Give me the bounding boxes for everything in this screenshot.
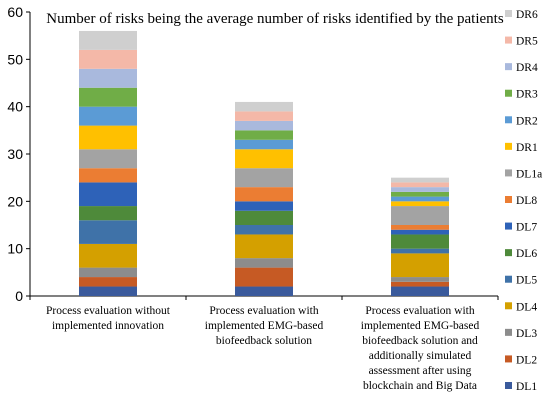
bar-segment-dl3: [235, 258, 293, 268]
legend-swatch-dl8: [505, 196, 512, 203]
bar-segment-dr5: [79, 49, 137, 69]
bar-segment-dl1: [79, 286, 137, 296]
legend-label-dr5: DR5: [516, 36, 538, 48]
x-category-label: Process evaluation with implemented EMG-b…: [361, 305, 480, 392]
legend-swatch-dl7: [505, 222, 512, 230]
bar-segment-dr1: [235, 149, 293, 169]
category-labels: Process evaluation without implemented in…: [46, 305, 479, 392]
legend: DR6 DR5 DR4 DR3 DR2 DR1 DL1a DL8 DL7 DL6 DL5 DL4 DL3…: [505, 9, 542, 393]
bar-segment-dr5: [391, 182, 449, 188]
y-tick-label: 60: [7, 4, 23, 20]
legend-swatch-dl1: [505, 382, 512, 389]
x-category-label: Process evaluation without implemented in…: [46, 305, 171, 332]
bar-segment-dr3: [235, 130, 293, 140]
bar-segment-dr3: [79, 87, 137, 107]
bar-segment-dl6: [79, 206, 137, 221]
bar-segment-dl8: [391, 225, 449, 230]
bar-segment-dr1: [391, 201, 449, 207]
y-tick-label: 30: [7, 146, 23, 162]
legend-label-dl1: DL1: [516, 381, 537, 393]
bar-segment-dl1: [391, 286, 449, 296]
bar-segment-dr2: [391, 196, 449, 202]
bar-segment-dr1: [79, 125, 137, 150]
bar-segment-dr4: [235, 120, 293, 131]
y-tick-label: 10: [7, 241, 23, 257]
bar-segment-dl7: [391, 229, 449, 235]
bar-segment-dl7: [79, 182, 137, 207]
legend-label-dl8: DL8: [516, 195, 537, 207]
bar-segment-dl6: [391, 234, 449, 249]
legend-swatch-dl5: [505, 275, 512, 283]
bar-segment-dl4: [79, 243, 137, 268]
legend-label-dr3: DR3: [516, 89, 538, 101]
bar-segment-dl4: [391, 253, 449, 278]
bar-segment-dr2: [235, 139, 293, 150]
x-category-label: Process evaluation with implemented EMG-b…: [205, 305, 324, 347]
bar-segment-dl5: [79, 220, 137, 244]
bar-segment-dl2: [235, 267, 293, 287]
legend-swatch-dl6: [505, 249, 512, 257]
bar-segment-dl7: [235, 201, 293, 211]
legend-label-dl6: DL6: [516, 248, 537, 260]
bar-segment-dl2: [79, 277, 137, 287]
legend-label-dr4: DR4: [516, 62, 538, 74]
legend-label-dl2: DL2: [516, 354, 537, 366]
legend-swatch-dl2: [505, 355, 512, 363]
bar-segment-dr6: [235, 101, 293, 112]
bar-segment-dr4: [391, 187, 449, 192]
bar-segment-dl4: [235, 234, 293, 259]
bar-segment-dr2: [79, 106, 137, 126]
bar-segment-dr4: [79, 68, 137, 88]
legend-label-dl5: DL5: [516, 275, 537, 287]
bar-segment-dl5: [391, 248, 449, 254]
legend-swatch-dl1a: [505, 169, 512, 177]
legend-label-dr2: DR2: [516, 115, 538, 127]
legend-swatch-dr1: [505, 142, 512, 150]
bar-segment-dl1a: [79, 149, 137, 169]
legend-swatch-dr5: [505, 36, 512, 44]
legend-swatch-dr4: [505, 63, 512, 71]
legend-label-dl4: DL4: [516, 301, 537, 313]
legend-swatch-dl4: [505, 302, 512, 310]
bar-segment-dl1a: [235, 168, 293, 188]
y-tick-label: 0: [15, 288, 23, 304]
bar-segment-dr5: [235, 111, 293, 121]
bar-segment-dr6: [79, 30, 137, 50]
bar-segment-dl3: [79, 267, 137, 278]
bar-segment-dl2: [391, 281, 449, 287]
chart-title: Number of risks being the average number…: [46, 11, 504, 27]
bar-segment-dr6: [391, 177, 449, 183]
legend-label-dl1a: DL1a: [516, 168, 542, 180]
bar-segment-dr3: [391, 191, 449, 197]
legend-swatch-dr3: [505, 89, 512, 97]
legend-label-dl3: DL3: [516, 328, 537, 340]
y-tick-label: 50: [7, 51, 23, 67]
bar-segment-dl5: [235, 225, 293, 235]
bar-segment-dl6: [235, 210, 293, 225]
bar-segment-dl1: [235, 286, 293, 296]
bar-segment-dl1a: [391, 206, 449, 225]
bar-segment-dl8: [235, 187, 293, 202]
y-tick-label: 40: [7, 99, 23, 115]
legend-swatch-dr6: [505, 10, 512, 17]
bar-segment-dl3: [391, 277, 449, 282]
legend-swatch-dr2: [505, 116, 512, 124]
legend-swatch-dl3: [505, 328, 512, 336]
legend-label-dr1: DR1: [516, 142, 538, 154]
legend-label-dl7: DL7: [516, 222, 537, 234]
legend-label-dr6: DR6: [516, 9, 538, 21]
y-tick-label: 20: [7, 193, 23, 209]
bar-segment-dl8: [79, 168, 137, 183]
bars: [79, 30, 449, 296]
